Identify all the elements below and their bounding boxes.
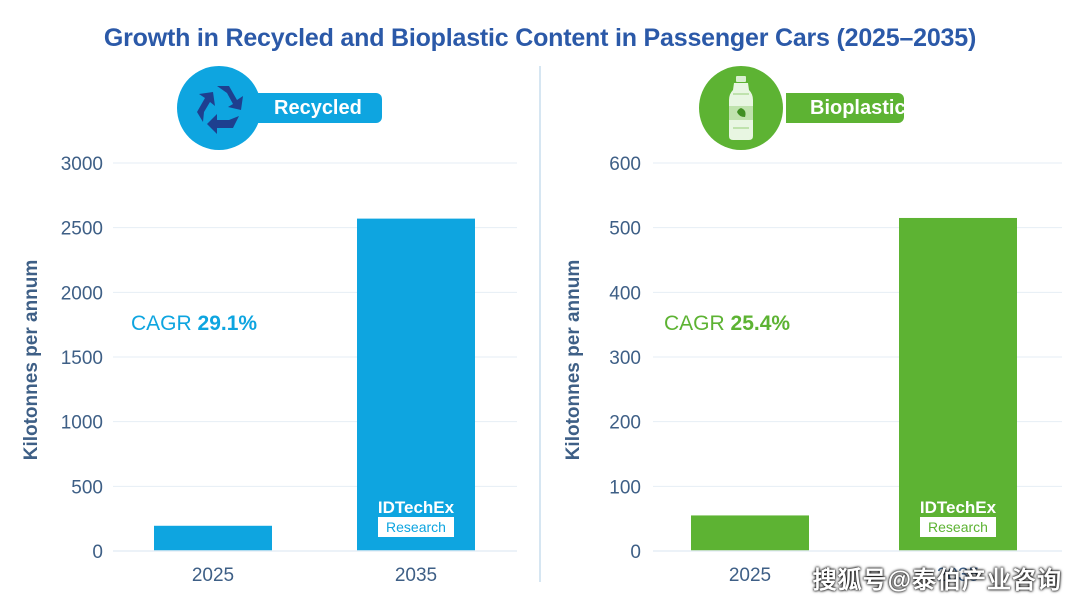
bioplastic-brand-name: IDTechEx — [920, 498, 997, 517]
bioplastic-ytick-label: 200 — [609, 413, 641, 434]
bioplastic-ytick-label: 0 — [630, 542, 641, 563]
recycled-ytick-label: 0 — [92, 542, 103, 563]
recycled-ytick-label: 1500 — [61, 348, 103, 369]
recycled-cagr-prefix: CAGR — [131, 312, 192, 335]
recycled-y-axis-label: Kilotonnes per annum — [21, 260, 42, 461]
recycled-badge: Recycled — [250, 93, 382, 123]
bioplastic-xtick-label: 2035 — [937, 565, 979, 586]
bioplastic-cagr-value: 25.4% — [730, 312, 791, 335]
recycled-brand-subtitle: Research — [386, 519, 446, 535]
recycled-bar-2035 — [357, 218, 475, 551]
bottle-icon — [699, 66, 783, 150]
bioplastic-brand-subtitle: Research — [928, 519, 988, 535]
recycled-xtick-label: 2035 — [395, 565, 437, 586]
recycled-bar-2025 — [154, 525, 272, 551]
bioplastic-ytick-label: 600 — [609, 154, 641, 175]
recycled-brand-name: IDTechEx — [378, 498, 455, 517]
bioplastic-ytick-label: 500 — [609, 219, 641, 240]
recycle-icon — [177, 66, 261, 150]
bioplastic-y-axis-label: Kilotonnes per annum — [563, 260, 584, 461]
bioplastic-ytick-label: 100 — [609, 477, 641, 498]
recycled-ytick-label: 500 — [71, 477, 103, 498]
bioplastic-cagr-prefix: CAGR — [664, 312, 725, 335]
bioplastic-ytick-label: 300 — [609, 348, 641, 369]
watermark: 搜狐号@泰伯产业咨询 — [812, 567, 1062, 594]
recycled-brand-box — [378, 517, 454, 537]
recycled-cagr-value: 29.1% — [197, 312, 258, 335]
bioplastic-brand-box — [920, 517, 996, 537]
bioplastic-badge-label: Bioplastic — [810, 97, 906, 119]
bioplastic-cagr: CAGR 25.4% — [664, 312, 790, 336]
recycled-badge-label: Recycled — [274, 97, 362, 119]
bioplastic-ytick-label: 400 — [609, 283, 641, 304]
recycled-ytick-label: 3000 — [61, 154, 103, 175]
recycled-ytick-label: 2500 — [61, 219, 103, 240]
recycled-cagr: CAGR 29.1% — [131, 312, 257, 336]
bioplastic-xtick-label: 2025 — [729, 565, 771, 586]
bioplastic-bar-2035 — [899, 217, 1017, 551]
bioplastic-badge: Bioplastic — [786, 93, 906, 123]
chart-title: Growth in Recycled and Bioplastic Conten… — [103, 24, 977, 52]
bioplastic-bar-2025 — [691, 515, 809, 551]
panel-divider — [539, 66, 541, 582]
recycled-ytick-label: 2000 — [61, 283, 103, 304]
recycled-xtick-label: 2025 — [192, 565, 234, 586]
recycled-ytick-label: 1000 — [61, 413, 103, 434]
